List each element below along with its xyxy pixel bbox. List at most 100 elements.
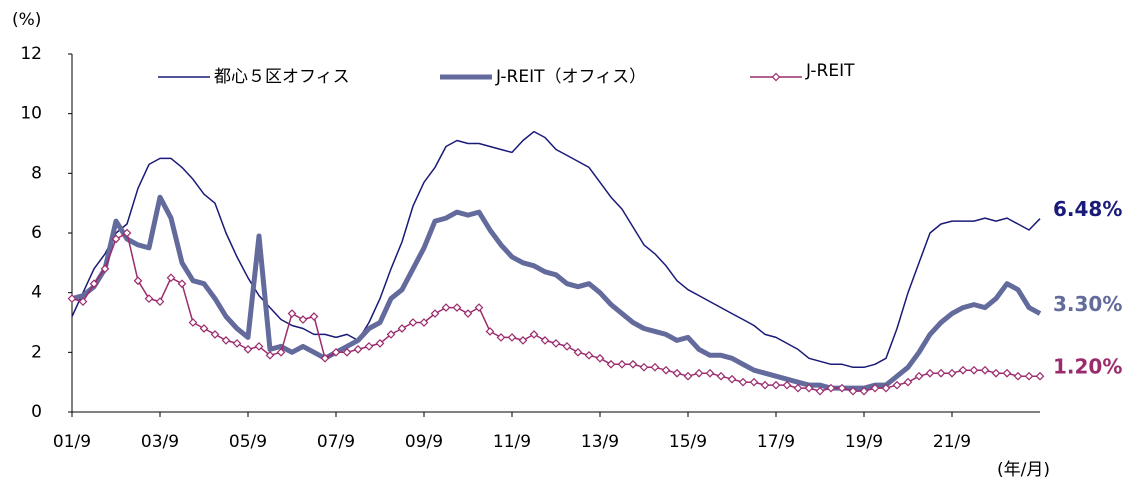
end-value-label: 3.30% (1053, 292, 1122, 316)
point-marker (397, 324, 407, 333)
point-marker (221, 336, 231, 345)
point-marker (518, 336, 528, 345)
point-marker (133, 276, 143, 286)
point-marker (474, 303, 484, 312)
point-marker (859, 386, 869, 396)
y-tick-label: 6 (31, 223, 42, 243)
point-marker (925, 368, 935, 378)
x-tick-label: 09/9 (405, 432, 443, 452)
point-marker (793, 383, 803, 393)
point-marker (958, 365, 968, 375)
x-tick-label: 21/9 (933, 432, 971, 452)
point-marker (837, 383, 847, 393)
point-marker (78, 297, 88, 306)
legend-marker (771, 72, 781, 82)
point-marker (804, 383, 814, 393)
point-marker (870, 383, 880, 393)
point-marker (881, 383, 891, 393)
y-axis-label: (%) (12, 10, 41, 30)
point-marker (848, 386, 858, 396)
legend-label: J-REIT (805, 61, 855, 81)
y-tick-label: 0 (31, 402, 42, 422)
point-marker (430, 309, 440, 318)
point-marker (507, 333, 517, 342)
series-line (71, 232, 1040, 392)
point-marker (782, 380, 792, 390)
point-marker (551, 339, 561, 348)
point-marker (760, 380, 770, 390)
point-marker (683, 371, 693, 381)
point-marker (375, 339, 385, 348)
point-marker (738, 377, 748, 387)
point-marker (749, 377, 759, 387)
point-marker (177, 279, 187, 289)
point-marker (441, 303, 451, 312)
x-tick-label: 13/9 (581, 432, 619, 452)
point-marker (606, 359, 616, 369)
point-marker (254, 342, 264, 351)
point-marker (672, 368, 682, 378)
point-marker (111, 234, 121, 244)
point-marker (1035, 371, 1045, 381)
point-marker (903, 377, 913, 387)
point-marker (485, 327, 495, 336)
x-tick-label: 17/9 (757, 432, 795, 452)
legend-label: J-REIT（オフィス） (495, 67, 646, 87)
point-marker (991, 368, 1001, 378)
point-marker (980, 365, 990, 375)
point-marker (892, 380, 902, 390)
series-line (71, 130, 1041, 369)
point-marker (122, 228, 132, 238)
point-marker (716, 371, 726, 381)
point-marker (452, 303, 462, 312)
point-marker (408, 318, 418, 327)
end-value-label: 6.48% (1053, 197, 1122, 221)
x-tick-label: 19/9 (845, 432, 883, 452)
point-marker (243, 345, 253, 354)
y-tick-label: 8 (31, 163, 42, 183)
point-marker (771, 380, 781, 390)
y-tick-label: 12 (20, 44, 42, 64)
point-marker (353, 345, 363, 354)
point-marker (188, 318, 198, 327)
point-marker (529, 330, 539, 339)
point-marker (67, 294, 77, 303)
point-marker (705, 368, 715, 378)
point-marker (232, 339, 242, 348)
point-marker (496, 333, 506, 342)
y-tick-label: 10 (20, 104, 42, 124)
point-marker (199, 324, 209, 333)
point-marker (661, 365, 671, 375)
point-marker (419, 318, 429, 327)
legend-label: 都心５区オフィス (214, 67, 350, 87)
point-marker (89, 279, 99, 289)
point-marker (947, 368, 957, 378)
point-marker (650, 362, 660, 372)
point-marker (342, 347, 352, 357)
point-marker (287, 309, 297, 318)
x-tick-label: 07/9 (317, 432, 355, 452)
point-marker (1013, 371, 1023, 381)
point-marker (826, 383, 836, 393)
point-marker (914, 371, 924, 381)
point-marker (969, 365, 979, 375)
point-marker (694, 368, 704, 378)
point-marker (815, 386, 825, 396)
point-marker (628, 359, 638, 369)
point-marker (309, 312, 319, 321)
point-marker (320, 353, 330, 363)
point-marker (331, 347, 341, 357)
x-tick-label: 01/9 (53, 432, 91, 452)
x-tick-label: 05/9 (229, 432, 267, 452)
point-marker (573, 347, 583, 357)
end-value-label: 1.20% (1053, 355, 1122, 379)
point-marker (584, 350, 594, 360)
point-marker (639, 362, 649, 372)
point-marker (595, 353, 605, 363)
point-marker (1024, 371, 1034, 381)
point-marker (1002, 368, 1012, 378)
x-tick-label: 15/9 (669, 432, 707, 452)
x-tick-label: 11/9 (493, 432, 531, 452)
